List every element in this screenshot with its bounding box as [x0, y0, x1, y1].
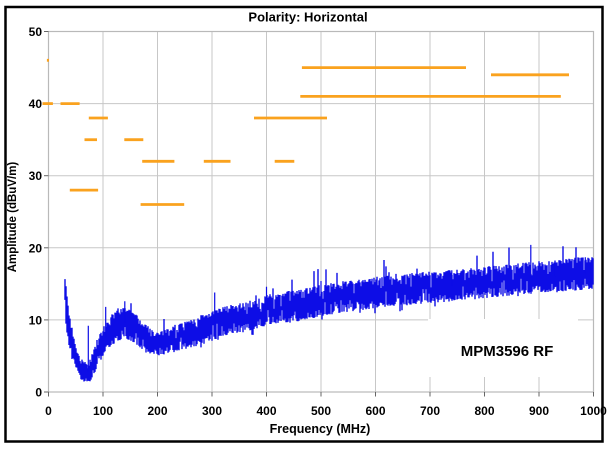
annotation-background	[428, 319, 578, 377]
y-axis-title: Amplitude (dBuV/m)	[7, 162, 19, 273]
x-tick-label: 1000	[580, 404, 607, 418]
y-tick-label: 0	[35, 386, 42, 400]
y-tick-label: 10	[29, 313, 43, 327]
x-tick-label: 300	[202, 404, 222, 418]
x-tick-label: 600	[365, 404, 385, 418]
y-tick-label: 40	[29, 97, 43, 111]
x-tick-label: 200	[147, 404, 167, 418]
x-tick-label: 900	[529, 404, 549, 418]
y-tick-label: 20	[29, 241, 43, 255]
annotation-group: MPM3596 RF	[428, 319, 578, 377]
x-tick-label: 100	[93, 404, 113, 418]
y-tick-label: 50	[29, 25, 43, 39]
emission-trace-spikes	[87, 244, 586, 372]
chart-title: Polarity: Horizontal	[248, 10, 367, 25]
series-layer	[42, 58, 594, 382]
emission-trace	[64, 246, 594, 382]
y-tick-label: 30	[29, 169, 43, 183]
x-tick-label: 0	[45, 404, 52, 418]
axes-layer: 0 100 200 300 400 500 600 700 800 900 1000 0 10 20 30 4…	[29, 25, 608, 418]
x-tick-label: 700	[420, 404, 440, 418]
x-axis-title: Frequency (MHz)	[270, 422, 371, 436]
device-label: MPM3596 RF	[461, 343, 554, 360]
x-tick-label: 400	[256, 404, 276, 418]
x-tick-label: 500	[311, 404, 331, 418]
x-tick-label: 800	[474, 404, 494, 418]
